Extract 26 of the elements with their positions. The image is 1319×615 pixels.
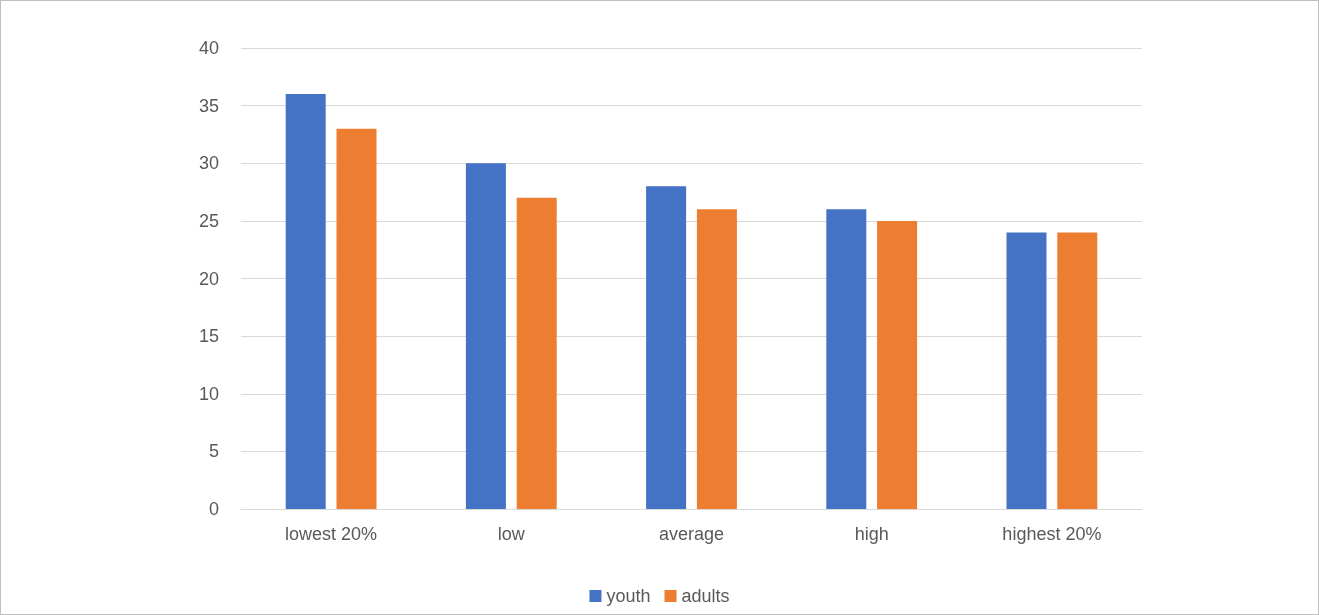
- x-tick-label: high: [854, 524, 889, 544]
- bar: [285, 94, 326, 509]
- y-tick-label: 25: [198, 210, 219, 231]
- bar: [646, 186, 687, 509]
- bar: [696, 209, 737, 509]
- bar: [826, 209, 867, 509]
- x-tick-label: low: [497, 524, 526, 544]
- bar: [877, 220, 918, 509]
- legend-label: youth: [606, 586, 651, 606]
- bar: [336, 128, 377, 509]
- x-tick-label: lowest 20%: [285, 524, 378, 544]
- y-tick-label: 15: [198, 326, 219, 347]
- y-tick-label: 0: [208, 499, 219, 519]
- bar: [516, 197, 557, 509]
- legend-label: adults: [681, 586, 730, 606]
- y-tick-label: 10: [198, 383, 219, 404]
- y-tick-label: 35: [198, 95, 219, 116]
- y-tick-label: 20: [198, 268, 219, 289]
- x-tick-label: highest 20%: [1002, 524, 1102, 544]
- bar: [1057, 232, 1098, 509]
- y-tick-label: 30: [198, 153, 219, 174]
- x-tick-label: average: [658, 524, 725, 544]
- bar: [465, 163, 506, 509]
- y-tick-label: 5: [208, 441, 219, 462]
- y-tick-label: 40: [198, 38, 219, 58]
- bar: [1006, 232, 1047, 509]
